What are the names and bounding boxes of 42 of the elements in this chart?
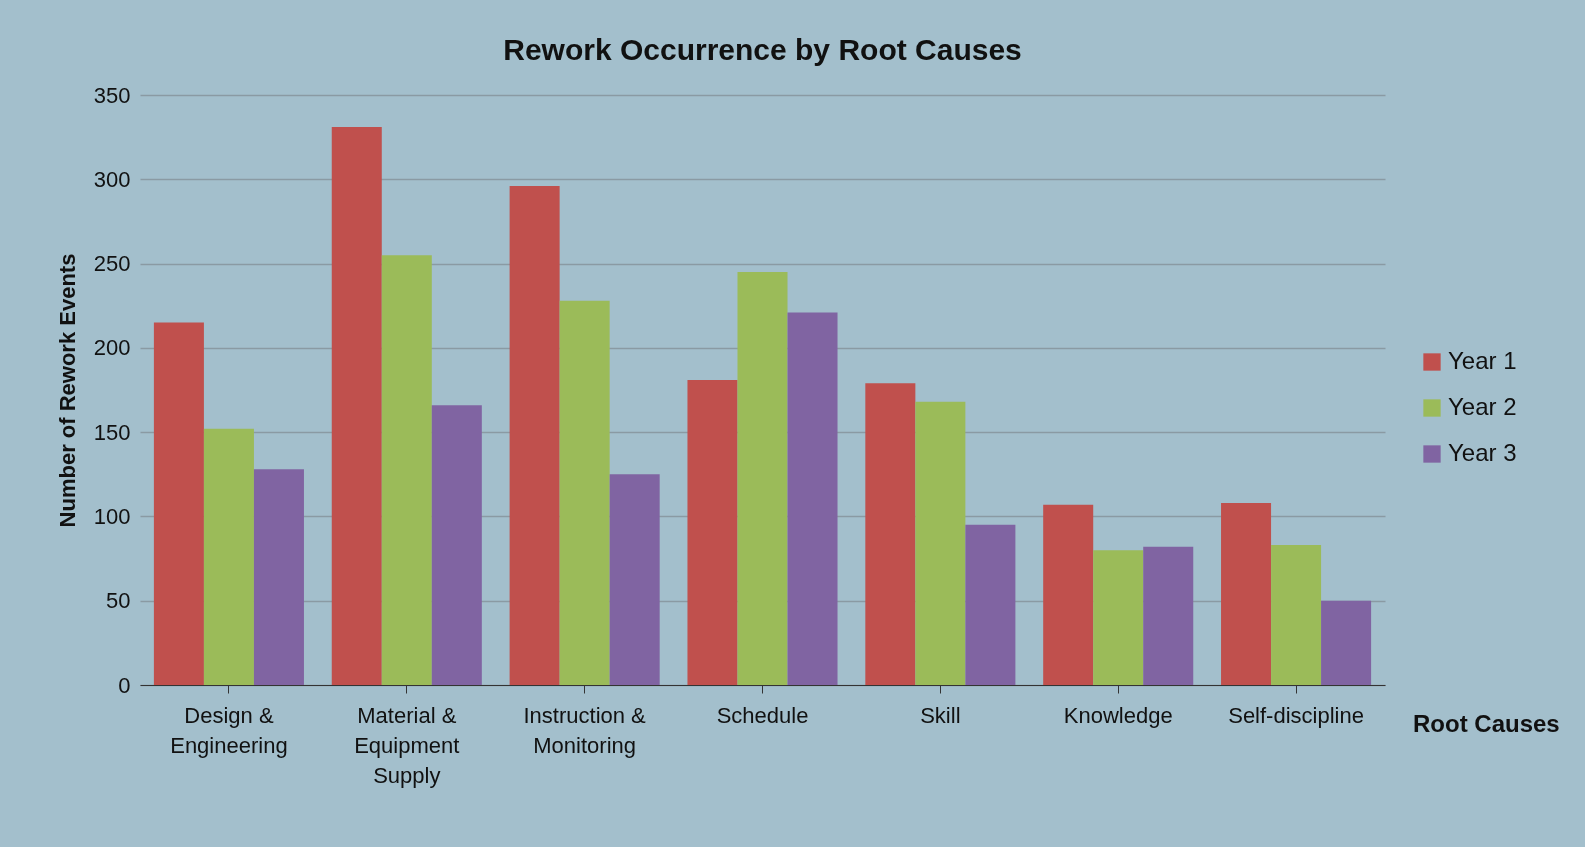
y-tick-label: 150 xyxy=(93,419,131,445)
y-axis-title: Number of Rework Events xyxy=(54,253,80,528)
x-tick-label: Design & Engineering xyxy=(170,702,288,758)
bar xyxy=(865,383,916,685)
bar xyxy=(1321,600,1372,685)
bar xyxy=(153,322,204,685)
bar xyxy=(509,186,560,685)
bar xyxy=(381,255,432,685)
bar xyxy=(253,469,304,685)
x-axis-title: Root Causes xyxy=(1413,710,1560,737)
bar xyxy=(965,524,1016,685)
legend-label: Year 1 xyxy=(1448,347,1517,374)
bar xyxy=(1271,545,1322,685)
y-tick-label: 350 xyxy=(93,82,131,108)
bar xyxy=(787,312,838,685)
y-tick-label: 300 xyxy=(93,166,131,192)
x-tick-label: Schedule xyxy=(716,702,809,728)
y-tick-label: 50 xyxy=(106,588,131,614)
x-tick-label: Material & Equipment Supply xyxy=(354,702,460,788)
bar xyxy=(687,379,738,685)
bar xyxy=(915,401,966,685)
y-tick-label: 0 xyxy=(118,672,131,698)
y-tick-label: 250 xyxy=(93,251,131,277)
legend-label: Year 2 xyxy=(1448,393,1517,420)
x-tick-label: Self-discipline xyxy=(1228,702,1364,728)
bar xyxy=(1043,504,1094,685)
bar xyxy=(203,428,254,685)
bar xyxy=(1221,502,1272,685)
bar xyxy=(737,272,788,685)
x-tick-label: Knowledge xyxy=(1063,702,1173,728)
bar xyxy=(431,405,482,685)
bar xyxy=(1093,550,1144,685)
y-tick-label: 100 xyxy=(93,503,131,529)
x-tick-label: Skill xyxy=(920,702,961,728)
bar xyxy=(1143,546,1194,685)
y-tick-label: 200 xyxy=(93,335,131,361)
bar xyxy=(559,300,610,685)
chart-title: Rework Occurrence by Root Causes xyxy=(503,33,1022,66)
legend-label: Year 3 xyxy=(1448,439,1517,466)
bar xyxy=(331,127,382,685)
x-tick-label: Instruction & Monitoring xyxy=(523,702,647,758)
bar xyxy=(609,474,660,685)
